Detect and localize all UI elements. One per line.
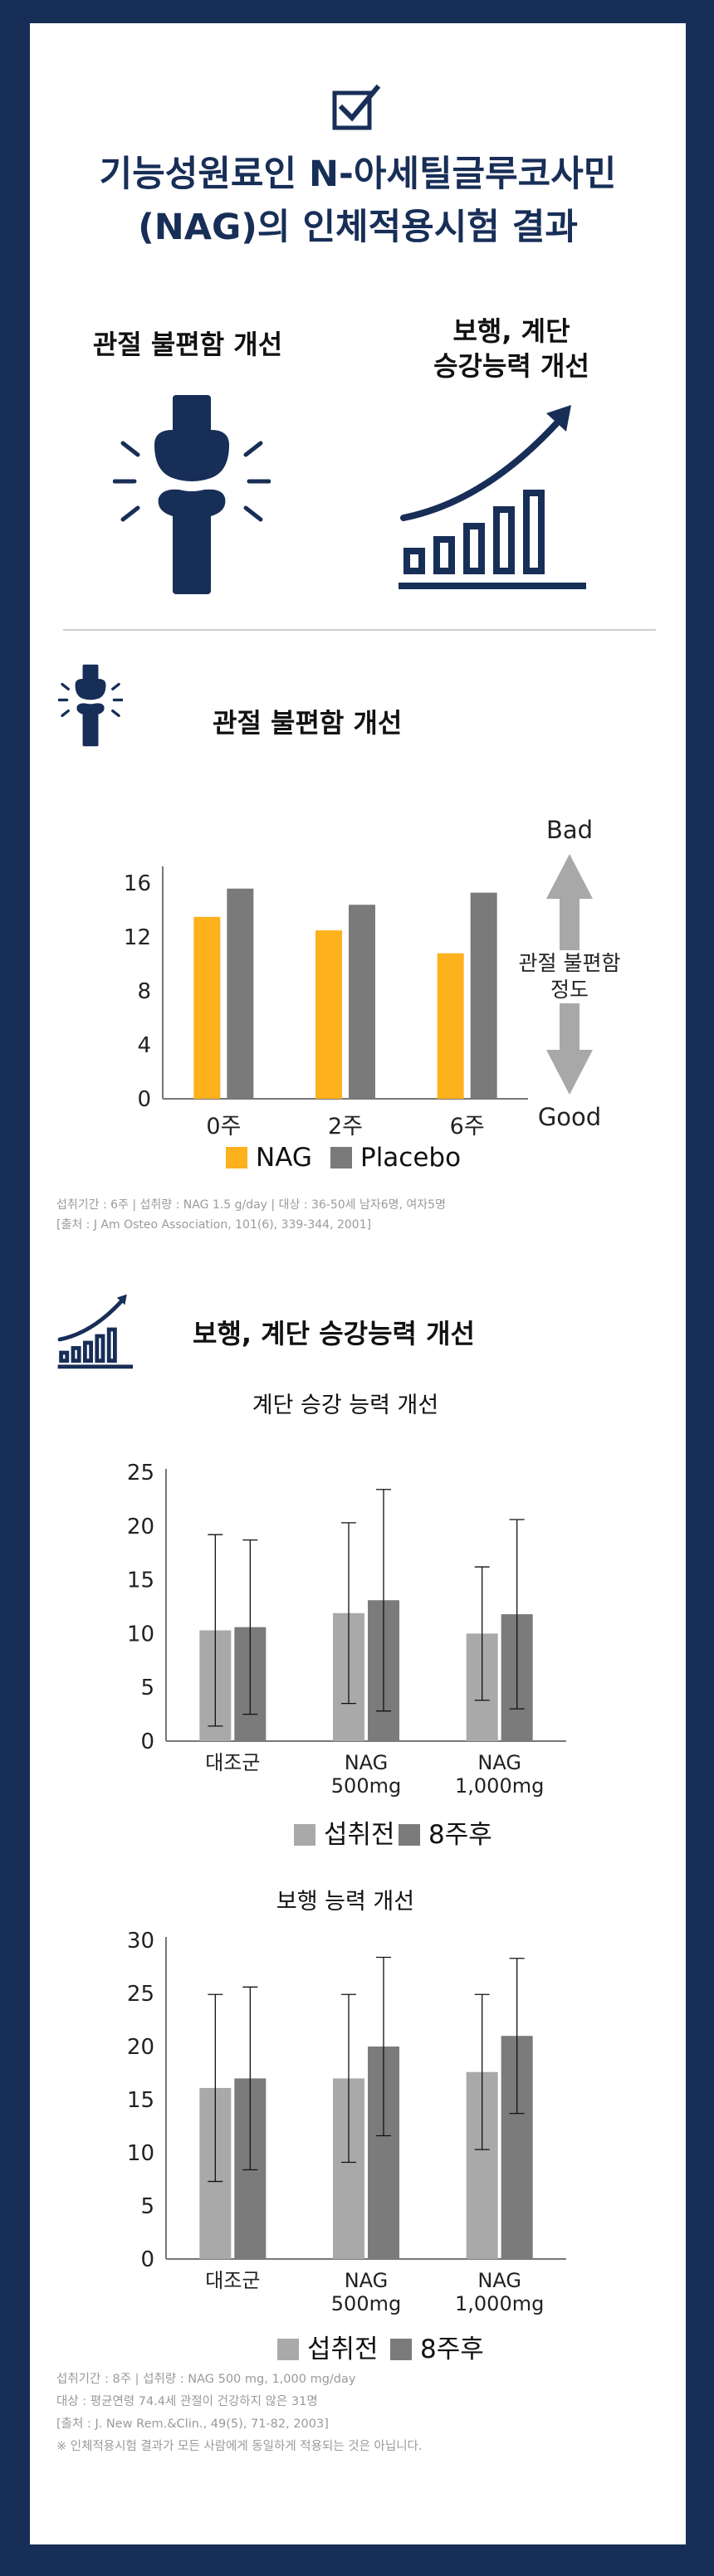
knee-joint-icon [113,395,271,594]
legend-swatch [399,1824,420,1846]
section2-title: 보행, 계단 승강능력 개선 [193,1318,475,1349]
page-title-line2: (NAG)의 인체적용시험 결과 [138,207,578,248]
y-tick-label: 20 [127,2035,154,2060]
section2-note-line3: [출처 : J. New Rem.&Clin., 49(5), 71-82, 2… [56,2417,329,2431]
y-tick-label: 15 [127,2088,154,2113]
section1-note: 섭취기간 : 6주 | 섭취량 : NAG 1.5 g/day | 대상 : 3… [56,1195,446,1235]
legend-label: 8주후 [428,1820,492,1850]
section1-note-line1: 섭취기간 : 6주 | 섭취량 : NAG 1.5 g/day | 대상 : 3… [56,1198,446,1212]
section2-note-line1: 섭취기간 : 8주 | 섭취량 : NAG 500 mg, 1,000 mg/d… [56,2373,356,2386]
y-tick-label: 0 [137,1087,151,1112]
bar-NAG [315,930,342,1099]
legend-swatch [294,1824,315,1846]
x-tick-label: 2주 [328,1114,363,1139]
y-tick-label: 15 [127,1569,154,1593]
y-tick-label: 5 [140,2194,154,2219]
legend-label: Placebo [360,1143,461,1173]
scale-label-line1: 관절 불편함 [518,950,621,977]
scale-label: 관절 불편함 정도 [487,950,653,1003]
section2-note: 섭취기간 : 8주 | 섭취량 : NAG 500 mg, 1,000 mg/d… [56,2369,423,2458]
joint-chart: 0 4 8 12 16 0주 2주 6주 NAG Placebo [124,866,528,1173]
x-tick-label: 대조군 [205,2269,260,2292]
legend-label: 섭취전 [324,1820,395,1850]
x-tick-label: 0주 [206,1114,241,1139]
bar-Placebo [349,905,375,1099]
severity-scale: Bad 관절 불편함 정도 Good [487,816,653,1139]
y-tick-label: 4 [137,1033,151,1058]
legend-swatch [226,1147,247,1168]
x-tick-label: 1,000mg [455,1774,544,1798]
y-tick-label: 16 [124,871,151,896]
y-tick-label: 10 [127,1622,154,1647]
x-tick-label: NAG [477,1751,521,1774]
x-tick-label: NAG [345,1751,389,1774]
bar-Placebo [227,888,254,1099]
walk-label-line1: 보행, 계단 [452,315,570,347]
scale-bad-label: Bad [545,816,594,844]
legend-label: NAG [256,1143,312,1173]
scale-label-line2: 정도 [550,977,589,1003]
x-tick-label: NAG [345,2269,389,2292]
knee-joint-icon [58,664,123,747]
bar-NAG [437,953,464,1099]
legend-swatch [277,2339,299,2360]
page-title: 기능성원료인 N-아세틸글루코사민 (NAG)의 인체적용시험 결과 [30,148,686,254]
y-tick-label: 0 [140,1730,154,1754]
growth-chart-icon [57,1294,133,1369]
bar-Placebo [470,892,497,1099]
bar-NAG [193,916,221,1099]
x-tick-label: 6주 [450,1114,485,1139]
legend-swatch [390,2339,412,2360]
x-tick-label: 500mg [331,2292,401,2315]
scale-good-label: Good [537,1103,602,1131]
legend-label: 8주후 [420,2334,484,2364]
content-card: 기능성원료인 N-아세틸글루코사민 (NAG)의 인체적용시험 결과 관절 불편… [30,23,686,2544]
joint-label: 관절 불편함 개선 [92,329,283,360]
x-tick-label: 1,000mg [455,2292,544,2315]
x-tick-label: NAG [477,2269,521,2292]
page-title-line1: 기능성원료인 N-아세틸글루코사민 [99,154,617,195]
y-tick-label: 25 [127,1461,154,1486]
checkbox-icon [332,84,381,130]
legend-label: 섭취전 [307,2334,379,2364]
section2-note-line4: ※ 인체적용시험 결과가 모든 사람에게 동일하게 적용되는 것은 아닙니다. [56,2440,423,2453]
y-tick-label: 0 [140,2247,154,2272]
chart-title: 보행 능력 개선 [276,1889,414,1915]
y-tick-label: 12 [124,925,151,950]
section1-note-line2: [출처 : J Am Osteo Association, 101(6), 33… [56,1218,372,1232]
walk-label: 보행, 계단 승강능력 개선 [370,314,653,383]
legend-swatch [330,1147,352,1168]
chart-title: 계단 승강 능력 개선 [252,1393,438,1418]
y-tick-label: 10 [127,2141,154,2166]
y-tick-label: 30 [127,1929,154,1954]
y-tick-label: 25 [127,1982,154,2007]
x-tick-label: 대조군 [205,1751,260,1774]
section-divider [63,629,656,631]
section2-note-line2: 대상 : 평균연령 74.4세 관절이 건강하지 않은 31명 [56,2395,318,2408]
walk-label-line2: 승강능력 개선 [433,350,589,382]
y-tick-label: 20 [127,1515,154,1539]
growth-chart-icon [399,405,586,589]
y-tick-label: 8 [137,979,151,1004]
y-tick-label: 5 [140,1676,154,1700]
x-tick-label: 500mg [331,1774,401,1798]
section1-title: 관절 불편함 개선 [213,707,403,739]
